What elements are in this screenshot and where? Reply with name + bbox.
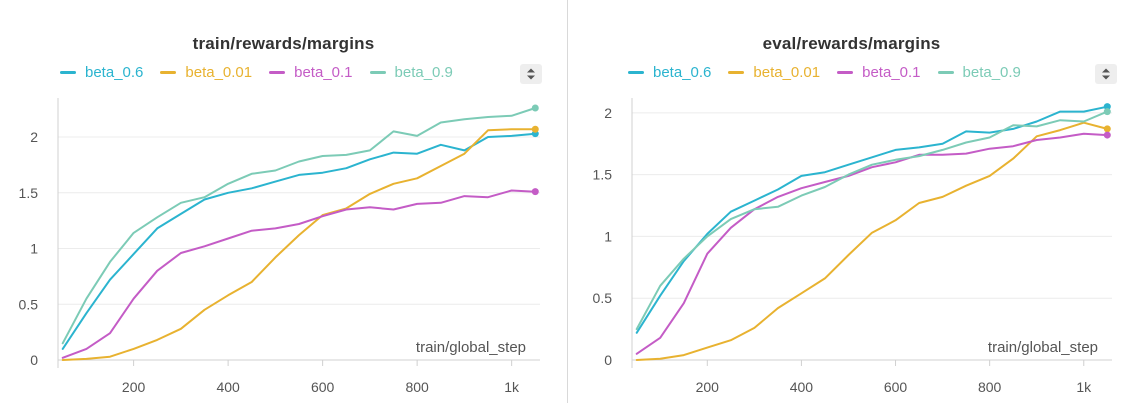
legend-swatch — [728, 71, 745, 74]
x-tick-label: 200 — [696, 379, 720, 395]
legend-swatch — [269, 71, 286, 74]
legend-label: beta_0.9 — [394, 64, 453, 81]
chart-panel-train: train/rewards/margins beta_0.6 beta_0.01 b… — [0, 0, 567, 403]
series-end-point[interactable] — [1103, 125, 1111, 133]
legend-item-beta_0.9[interactable]: beta_0.9 — [369, 64, 453, 81]
y-tick-label: 1 — [604, 228, 612, 244]
sort-arrows-icon — [1102, 68, 1110, 80]
series-line-beta_0.9[interactable] — [61, 107, 537, 345]
legend: beta_0.6 beta_0.01 beta_0.1 beta_0.9 — [628, 64, 1038, 81]
series-end-point[interactable] — [531, 104, 539, 112]
legend-toggle-button[interactable] — [520, 64, 542, 84]
legend-item-beta_0.01[interactable]: beta_0.01 — [728, 64, 820, 81]
legend-swatch — [837, 71, 854, 74]
legend-item-beta_0.01[interactable]: beta_0.01 — [160, 64, 252, 81]
series-line-beta_0.1[interactable] — [635, 132, 1109, 355]
series-end-point[interactable] — [1103, 131, 1111, 139]
legend-swatch — [369, 71, 386, 74]
line-chart[interactable]: 0 0.5 1 1.5 2 200 400 600 800 1k train/global_step — [568, 0, 1135, 403]
line-chart[interactable]: 0 0.5 1 1.5 2 200 400 600 800 1k train/global_step — [0, 0, 567, 403]
legend-item-beta_0.6[interactable]: beta_0.6 — [628, 64, 711, 81]
series-line-beta_0.6[interactable] — [635, 105, 1109, 334]
legend-label: beta_0.9 — [962, 64, 1021, 81]
legend-item-beta_0.1[interactable]: beta_0.1 — [269, 64, 353, 81]
y-tick-label: 1.5 — [593, 167, 613, 183]
chart-title: eval/rewards/margins — [762, 34, 941, 53]
y-tick-label: 0.5 — [19, 296, 39, 312]
x-axis-label: train/global_step — [416, 339, 526, 356]
chart-panel-eval: eval/rewards/margins beta_0.6 beta_0.01 be… — [568, 0, 1135, 403]
legend-swatch — [60, 71, 76, 74]
panel-divider — [567, 0, 568, 403]
legend-swatch — [160, 71, 177, 74]
x-tick-label: 600 — [884, 379, 908, 395]
y-tick-label: 1 — [30, 241, 38, 257]
series-end-point[interactable] — [531, 125, 539, 133]
chart-title: train/rewards/margins — [192, 34, 375, 53]
x-tick-label: 800 — [405, 379, 429, 395]
legend-item-beta_0.9[interactable]: beta_0.9 — [937, 64, 1021, 81]
y-tick-label: 0 — [30, 352, 38, 368]
x-tick-label: 800 — [978, 379, 1002, 395]
x-tick-label: 1k — [504, 379, 520, 395]
legend-swatch — [628, 71, 644, 74]
y-tick-label: 0.5 — [593, 290, 613, 306]
series-end-point[interactable] — [1103, 103, 1111, 111]
legend-item-beta_0.1[interactable]: beta_0.1 — [837, 64, 921, 81]
legend: beta_0.6 beta_0.01 beta_0.1 beta_0.9 — [60, 64, 470, 81]
x-tick-label: 200 — [122, 379, 146, 395]
x-tick-label: 400 — [216, 379, 240, 395]
y-tick-label: 2 — [30, 129, 38, 145]
series-line-beta_0.1[interactable] — [61, 189, 537, 359]
legend-toggle-button[interactable] — [1095, 64, 1117, 84]
y-tick-label: 1.5 — [19, 185, 39, 201]
legend-label: beta_0.6 — [653, 64, 712, 81]
series-line-beta_0.01[interactable] — [635, 121, 1109, 361]
x-axis-label: train/global_step — [988, 339, 1098, 356]
legend-label: beta_0.1 — [862, 64, 921, 81]
y-tick-label: 0 — [604, 352, 612, 368]
series-line-beta_0.9[interactable] — [635, 110, 1109, 331]
legend-item-beta_0.6[interactable]: beta_0.6 — [60, 64, 143, 81]
sort-arrows-icon — [527, 68, 535, 80]
legend-label: beta_0.01 — [753, 64, 821, 81]
legend-label: beta_0.6 — [85, 64, 144, 81]
series-end-point[interactable] — [1103, 108, 1111, 116]
x-tick-label: 1k — [1076, 379, 1092, 395]
x-tick-label: 400 — [790, 379, 814, 395]
series-line-beta_0.01[interactable] — [61, 128, 537, 361]
legend-swatch — [937, 71, 954, 74]
legend-label: beta_0.1 — [294, 64, 353, 81]
x-tick-label: 600 — [311, 379, 335, 395]
legend-label: beta_0.01 — [185, 64, 253, 81]
series-line-beta_0.6[interactable] — [61, 132, 537, 350]
y-tick-label: 2 — [604, 105, 612, 121]
series-end-point[interactable] — [531, 188, 539, 196]
